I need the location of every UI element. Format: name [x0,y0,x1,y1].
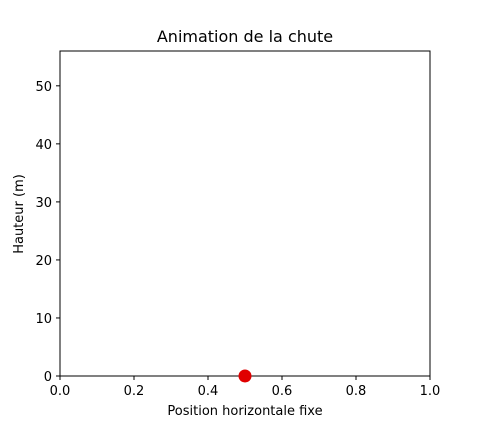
y-tick-label: 50 [35,80,52,95]
x-axis-label: Position horizontale fixe [167,404,322,419]
y-tick-label: 20 [35,254,52,269]
y-tick-label: 30 [35,196,52,211]
falling-ball-marker [238,369,252,383]
plot-frame [59,50,431,377]
y-tick-label: 10 [35,312,52,327]
plot-area: 0.0 0.2 0.4 0.6 0.8 1.0 0 10 20 30 40 50 [35,50,441,399]
x-tick-label: 0.4 [198,384,219,399]
x-tick-label: 1.0 [420,384,441,399]
x-tick-label: 0.2 [124,384,145,399]
x-tick-label: 0.6 [272,384,293,399]
y-tick-label: 40 [35,138,52,153]
y-axis-label: Hauteur (m) [12,174,27,254]
chart-title: Animation de la chute [157,27,333,46]
y-tick-label: 0 [44,370,52,385]
x-tick-label: 0.0 [50,384,71,399]
x-tick-label: 0.8 [346,384,367,399]
